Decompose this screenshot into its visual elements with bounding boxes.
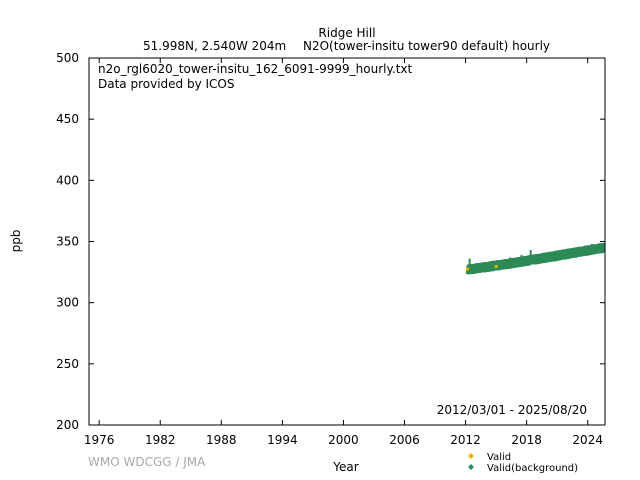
x-tick-label: 2006 bbox=[389, 433, 420, 447]
x-tick-label: 2018 bbox=[511, 433, 542, 447]
data-point-background bbox=[602, 249, 606, 253]
x-tick-label: 1988 bbox=[206, 433, 237, 447]
plot-frame bbox=[88, 57, 606, 426]
legend-marker bbox=[468, 464, 474, 470]
plot-marks bbox=[466, 242, 606, 275]
y-axis-label: ppb bbox=[9, 230, 23, 253]
annotation-provider: Data provided by ICOS bbox=[98, 77, 234, 91]
y-tick-label: 450 bbox=[56, 112, 79, 126]
x-tick-label: 2000 bbox=[328, 433, 359, 447]
legend-label: Valid(background) bbox=[487, 463, 578, 474]
y-tick-label: 350 bbox=[56, 235, 79, 249]
y-tick-label: 400 bbox=[56, 173, 79, 187]
data-point-background bbox=[602, 242, 606, 246]
chart-subtitle-location: 51.998N, 2.540W 204m bbox=[143, 39, 286, 53]
annotation-filename: n2o_rgl6020_tower-insitu_162_6091-9999_h… bbox=[98, 62, 413, 76]
x-tick-label: 1994 bbox=[267, 433, 298, 447]
data-point-background bbox=[602, 246, 606, 250]
x-axis: 1976 1982 1988 1994 2000 2006 2012 2018 2024 bbox=[84, 58, 603, 447]
annotation-date-range: 2012/03/01 - 2025/08/20 bbox=[437, 403, 587, 417]
x-tick-label: 1976 bbox=[84, 433, 115, 447]
chart-subtitle-parameter: N2O(tower-insitu tower90 default) hourly bbox=[303, 39, 550, 53]
data-point-valid bbox=[494, 264, 498, 268]
footer-credit: WMO WDCGG / JMA bbox=[88, 455, 206, 469]
data-point-background bbox=[602, 244, 606, 248]
chart-title: Ridge Hill bbox=[318, 26, 375, 40]
x-tick-label: 2012 bbox=[450, 433, 481, 447]
x-axis-label: Year bbox=[332, 460, 358, 474]
y-tick-label: 500 bbox=[56, 51, 79, 65]
data-point-valid bbox=[466, 267, 470, 271]
legend-marker bbox=[468, 453, 474, 459]
x-tick-label: 1982 bbox=[145, 433, 176, 447]
y-tick-label: 250 bbox=[56, 357, 79, 371]
y-tick-label: 300 bbox=[56, 296, 79, 310]
x-tick-label: 2024 bbox=[572, 433, 603, 447]
legend-label: Valid bbox=[487, 452, 511, 463]
y-axis: 200 250 300 350 400 450 500 bbox=[56, 51, 605, 432]
y-tick-label: 200 bbox=[56, 418, 79, 432]
